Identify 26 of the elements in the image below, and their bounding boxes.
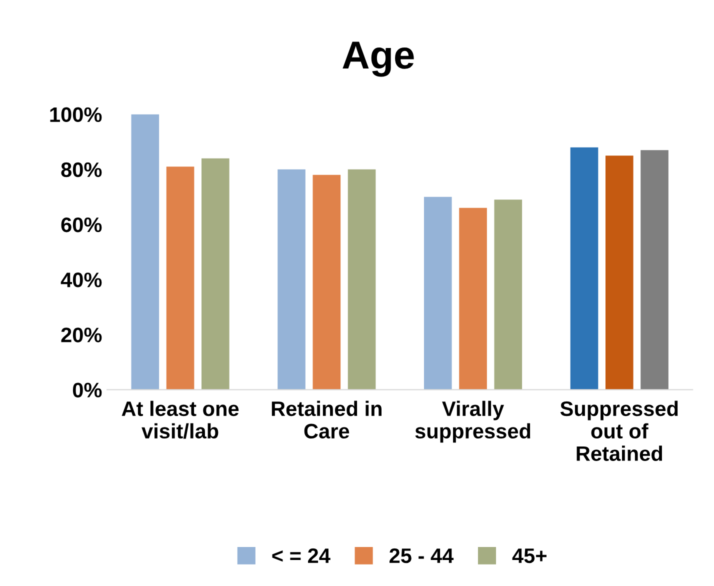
bar: [570, 147, 598, 390]
y-tick-label: 0%: [72, 382, 102, 398]
bar: [424, 196, 452, 390]
bar: [312, 174, 341, 390]
x-tick-label: Suppressed out of Retained: [560, 400, 678, 461]
legend-label: 25 - 44: [390, 548, 454, 564]
y-tick-label: 20%: [61, 328, 102, 342]
x-tick-label: At least one visit/lab: [122, 400, 239, 439]
bar: [494, 200, 522, 390]
y-tick-label: 80%: [61, 162, 102, 178]
bar: [131, 114, 160, 390]
bar: [640, 150, 668, 390]
y-tick-label: 100%: [50, 107, 102, 122]
x-tick-label: Virally suppressed: [415, 400, 530, 443]
legend-label: < = 24: [272, 548, 330, 563]
bar: [202, 158, 230, 390]
bar: [166, 166, 194, 390]
bar: [278, 169, 306, 390]
bar: [348, 169, 376, 390]
bar: [459, 208, 487, 390]
bar: [605, 156, 634, 390]
y-tick-label: 40%: [60, 272, 102, 288]
legend-label: 45+: [512, 548, 546, 564]
y-tick-label: 60%: [61, 217, 102, 232]
chart-title: Age: [342, 42, 414, 77]
x-tick-label: Retained in Care: [272, 400, 382, 439]
